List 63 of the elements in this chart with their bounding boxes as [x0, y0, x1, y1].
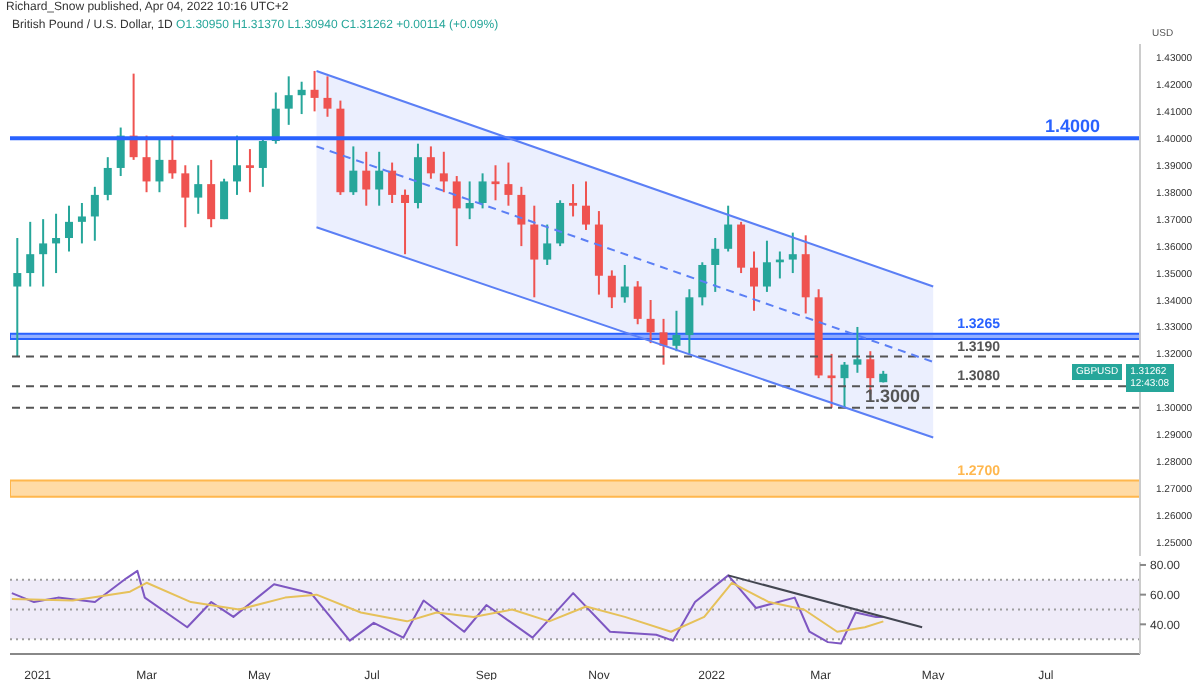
candlestick — [323, 75, 332, 118]
candlestick — [439, 150, 448, 194]
candlestick — [452, 175, 461, 248]
candlestick — [685, 288, 694, 355]
candlestick — [181, 164, 190, 229]
candlestick — [607, 269, 616, 310]
candlestick — [478, 172, 487, 210]
candlestick — [39, 218, 48, 288]
candlestick — [388, 161, 397, 204]
candlestick — [646, 299, 655, 345]
candlestick — [349, 145, 358, 196]
candlestick — [698, 261, 707, 307]
candlestick — [52, 212, 61, 275]
candlestick — [258, 137, 267, 188]
candlestick — [750, 250, 759, 312]
candlestick — [194, 164, 203, 215]
candlestick — [840, 360, 849, 409]
candlestick — [284, 75, 293, 126]
candlestick — [801, 234, 810, 315]
candlestick — [465, 180, 474, 221]
candlestick — [491, 164, 500, 202]
candlestick — [207, 158, 216, 229]
candlestick — [569, 183, 578, 218]
candlestick — [13, 237, 22, 358]
candlestick — [426, 145, 435, 180]
candlestick — [310, 69, 319, 113]
candlestick — [64, 204, 73, 253]
candlestick — [530, 204, 539, 299]
line-series — [10, 581, 885, 633]
candlestick — [245, 148, 254, 194]
candlestick — [362, 150, 371, 207]
candlestick — [142, 134, 151, 194]
candlestick — [26, 220, 35, 288]
candlestick — [90, 185, 99, 242]
candlestick — [633, 280, 642, 326]
candlestick — [788, 231, 797, 275]
candlestick — [413, 142, 422, 210]
candlestick — [168, 134, 177, 180]
candlestick — [504, 161, 513, 207]
ref-line-label: 1.3000 — [864, 385, 920, 406]
candlestick — [853, 325, 862, 374]
candlestick — [659, 317, 668, 366]
candlestick — [620, 263, 629, 304]
ref-line-label: 1.4000 — [1044, 116, 1100, 137]
candlestick — [233, 134, 242, 196]
candlestick — [737, 220, 746, 275]
candlestick — [155, 137, 164, 194]
candlestick — [375, 150, 384, 207]
candlestick — [556, 199, 565, 248]
candlestick — [77, 201, 86, 245]
candlestick — [724, 204, 733, 253]
candlestick — [827, 352, 836, 409]
candlestick — [517, 185, 526, 248]
candlestick — [401, 188, 410, 256]
candlestick — [581, 180, 590, 231]
candlestick — [672, 309, 681, 353]
candlestick — [103, 156, 112, 202]
line-series — [10, 569, 885, 645]
candlestick — [297, 80, 306, 116]
candlestick — [762, 239, 771, 293]
candlestick — [220, 177, 229, 221]
candlestick — [543, 223, 552, 266]
candlestick — [711, 237, 720, 293]
